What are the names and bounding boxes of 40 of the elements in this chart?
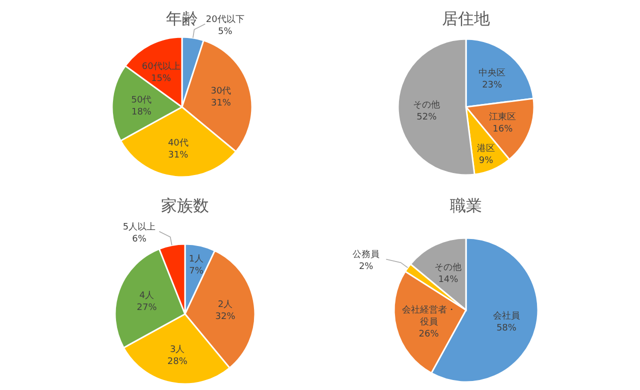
data-label: 7% [189,266,204,276]
data-label: 27% [136,303,158,314]
data-label: 15% [151,74,172,84]
slice-label: 1人 [188,253,204,264]
chart-title: 職業 [450,196,482,215]
chart-title: 家族数 [161,196,209,215]
data-label: 6% [132,234,147,244]
data-label: 31% [210,98,232,109]
data-label: 58% [496,323,517,334]
slice-label: 30代 [210,86,232,97]
data-label: 18% [131,107,152,118]
data-label: 14% [438,275,459,286]
data-label: 2% [358,262,374,272]
data-label: 23% [482,80,503,90]
slice-label: 港区 [476,143,495,154]
chart-title: 居住地 [442,9,490,28]
slice-label: 20代以下 [206,14,244,26]
slice-label: 会社員 [492,310,520,322]
slice-label: 60代以上 [142,60,180,72]
data-label: 31% [168,150,189,160]
slice-label: 中央区 [478,67,506,78]
data-label: 52% [416,112,438,122]
slice-label: 5人以上 [122,221,156,232]
data-label: 32% [215,312,236,322]
slice-label: 2人 [218,298,233,310]
data-label: 26% [418,329,440,340]
slice-label: 江東区 [489,112,516,123]
slice-label: 50代 [131,94,152,106]
data-label: 28% [167,356,188,367]
slice-label: 会社経営者・役員 [402,304,456,328]
chart-title: 年齢 [166,9,198,28]
slice-label: その他 [413,99,440,110]
slice-label: 4人 [139,290,154,302]
data-label: 16% [492,124,514,135]
slice-label: 3人 [170,344,185,355]
data-label: 5% [218,27,233,38]
slice-label: 40代 [168,137,188,148]
data-label: 9% [478,156,494,166]
slice-label: その他 [434,262,462,274]
slice-label: 公務員 [352,249,380,260]
